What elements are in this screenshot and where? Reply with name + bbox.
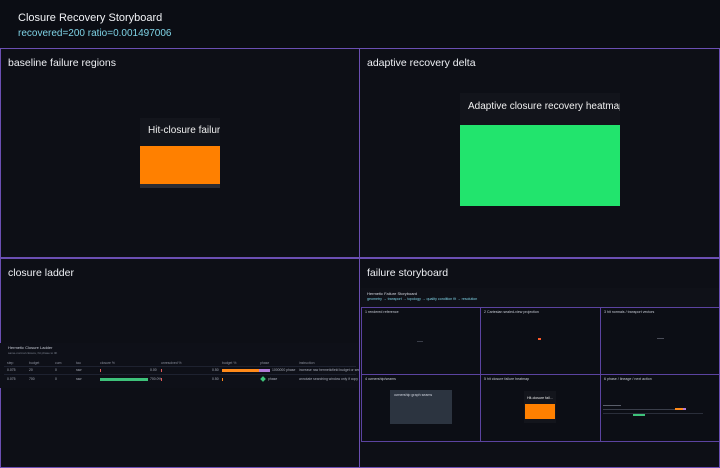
budget-bar (222, 378, 223, 381)
storyboard-cell: 3 hit normals / transport vectors (600, 307, 719, 375)
cell-step: 0.075 (7, 377, 16, 381)
projection-mark (538, 338, 541, 340)
cell-phase: phase (268, 377, 278, 381)
cell-label: 6 phase / lineage / next action (604, 377, 652, 381)
mini-ladder (603, 405, 719, 419)
cell-label: 5 hit closure failure heatmap (484, 377, 530, 381)
vector-mark (657, 338, 664, 339)
cell-budget: 700 (29, 377, 35, 381)
cell-budget-pct: 0.50 (212, 377, 219, 381)
failure-region-block (140, 146, 220, 184)
mini-failure-block (525, 404, 555, 419)
panel-failure-storyboard: failure storyboard Hermetic Failure Stor… (359, 258, 720, 468)
panel-title: adaptive recovery delta (367, 57, 476, 69)
budget-bar (222, 369, 259, 372)
cell-label: 2 Cartesian sealed-view projection (484, 310, 539, 314)
cell-instruction: increase raw hermeticfield budget or see… (299, 368, 362, 372)
cell-tau: raw (76, 377, 82, 381)
cell-budget: 20 (29, 368, 33, 372)
column-header: instruction (299, 361, 315, 365)
storyboard-subtitle: geometry → transport → topology → qualit… (367, 297, 478, 301)
cell-label: 3 hit normals / transport vectors (604, 310, 655, 314)
box-label: Hit-closure fail... (527, 396, 553, 400)
cell-label: 1 rendered reference (365, 310, 399, 314)
cell-budget-pct: 0.50 (212, 368, 219, 372)
storyboard-cell: 1 rendered reference (361, 307, 481, 375)
row-divider (4, 366, 356, 367)
panel-title: failure storyboard (367, 267, 449, 279)
unresolved-bar (161, 378, 162, 381)
storyboard-cell: 6 phase / lineage / next action (600, 374, 719, 442)
mini-heatmap-tile: Hit-closure fail... (524, 391, 556, 423)
cell-tau: raw (76, 368, 82, 372)
cell-label: 4 ownership/seams (365, 377, 396, 381)
closure-ladder-table: Hermetic Closure Ladder same-normal clos… (0, 343, 362, 388)
adaptive-heatmap-tile: Adaptive closure recovery heatmap (460, 93, 620, 206)
ownership-graph-box: ownership graph seams (390, 390, 452, 424)
panel-title: baseline failure regions (8, 57, 116, 69)
closure-bar (100, 378, 148, 381)
column-header: phase (260, 361, 270, 365)
column-header: budget % (222, 361, 237, 365)
panel-title: closure ladder (8, 267, 74, 279)
box-label: ownership graph seams (394, 393, 433, 397)
baseline-heatmap-tile: Hit-closure failure heatmap (140, 118, 220, 188)
column-header: cum (55, 361, 62, 365)
column-header: unresolved % (161, 361, 182, 365)
closure-bar (100, 369, 101, 372)
storyboard-cell: 2 Cartesian sealed-view projection (480, 307, 601, 375)
heatmap-label: Hit-closure failure heatmap (148, 125, 220, 136)
cell-closure: 700.0% (150, 377, 162, 381)
cell-cum: 0 (55, 368, 57, 372)
recovery-region-block (460, 125, 620, 206)
header: Closure Recovery Storyboard recovered=20… (0, 0, 720, 47)
panel-adaptive-recovery-delta: adaptive recovery delta (359, 48, 720, 258)
heatmap-label: Adaptive closure recovery heatmap (468, 101, 620, 112)
table-title: Hermetic Closure Ladder (8, 345, 53, 350)
cell-instruction: annotate searching window only if copy (299, 377, 358, 381)
column-header: step (7, 361, 14, 365)
storyboard-cell: 4 ownership/seams ownership graph seams (361, 374, 481, 442)
heatmap-footer-bar (140, 184, 220, 188)
reference-mark (417, 341, 423, 342)
unresolved-bar (161, 369, 162, 372)
column-header: budget (29, 361, 40, 365)
page-subtitle: recovered=200 ratio=0.001497006 (18, 28, 172, 39)
column-header: closure % (100, 361, 115, 365)
phase-bar (259, 369, 270, 372)
storyboard-cell: 5 hit closure failure heatmap Hit-closur… (480, 374, 601, 442)
cell-step: 0.075 (7, 368, 16, 372)
table-subtitle: same-normal closure, hit phase to lift (8, 351, 58, 355)
page-title: Closure Recovery Storyboard (18, 12, 163, 24)
phase-diamond-icon (260, 376, 266, 382)
storyboard-title: Hermetic Failure Storyboard (367, 291, 418, 296)
storyboard-header: Hermetic Failure Storyboard geometry → t… (361, 288, 719, 308)
cell-phase: 1000000 phase (272, 368, 296, 372)
column-header: tau (76, 361, 81, 365)
cell-cum: 0 (55, 377, 57, 381)
cell-unresolved: 0.00 (150, 368, 157, 372)
row-divider (4, 374, 356, 375)
